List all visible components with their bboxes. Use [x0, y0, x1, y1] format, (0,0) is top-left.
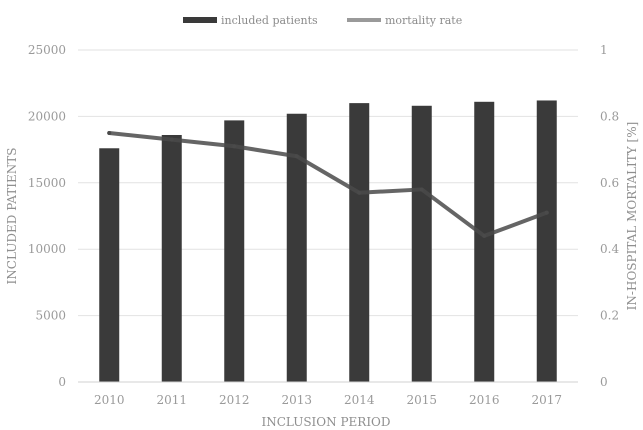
y-tick-label: 5000 — [35, 309, 66, 323]
bar-2013 — [286, 113, 307, 382]
y2-axis-title: IN-HOSPITAL MORTALITY [%] — [625, 122, 639, 311]
mortality-point-2017 — [544, 210, 549, 215]
axes: 0 5000 10000 15000 20000 25000 0 0.2 0.4 0.6 0.8 1 2… — [28, 43, 620, 407]
x-tick-label: 2014 — [344, 393, 375, 407]
y-tick-label: 0 — [58, 375, 66, 389]
y-axis-title: INCLUDED PATIENTS — [5, 148, 19, 285]
y-tick-label: 15000 — [28, 176, 66, 190]
y-tick-label: 10000 — [28, 242, 66, 256]
bar-2011 — [161, 134, 182, 382]
y-tick-label: 25000 — [28, 43, 66, 57]
mortality-point-2012 — [232, 144, 237, 149]
mortality-line — [107, 131, 549, 238]
x-tick-label: 2013 — [281, 393, 312, 407]
x-tick-label: 2010 — [94, 393, 125, 407]
bar-series — [99, 100, 557, 383]
mortality-point-2016 — [482, 233, 487, 238]
gridlines — [78, 49, 578, 317]
y2-tick-label: 0.2 — [600, 309, 619, 323]
x-axis-title: INCLUSION PERIOD — [261, 415, 390, 429]
line-series — [107, 131, 549, 238]
bar-2016 — [474, 101, 495, 383]
mortality-point-2010 — [107, 131, 112, 135]
y-tick-label: 20000 — [28, 109, 66, 123]
x-tick-label: 2016 — [469, 393, 500, 407]
legend: included patients mortality rate — [183, 14, 462, 27]
bar-2017 — [536, 100, 557, 383]
x-tick-label: 2012 — [219, 393, 250, 407]
y2-tick-label: 1 — [600, 43, 608, 57]
x-tick-label: 2017 — [531, 393, 562, 407]
y2-tick-label: 0.6 — [600, 176, 619, 190]
y2-tick-label: 0 — [600, 375, 608, 389]
mortality-point-2014 — [357, 190, 362, 195]
legend-label-mortality-rate: mortality rate — [385, 14, 462, 27]
bar-2012 — [224, 120, 245, 382]
bar-2010 — [99, 148, 120, 382]
legend-bar-swatch — [183, 17, 217, 23]
bar-2015 — [411, 105, 432, 382]
x-tick-label: 2011 — [156, 393, 187, 407]
mortality-point-2011 — [169, 137, 174, 142]
y2-tick-label: 0.8 — [600, 109, 619, 123]
bar-2014 — [349, 103, 370, 383]
legend-label-included-patients: included patients — [221, 14, 318, 27]
mortality-point-2013 — [294, 154, 299, 159]
x-tick-label: 2015 — [406, 393, 437, 407]
mortality-point-2015 — [419, 187, 424, 192]
y2-tick-label: 0.4 — [600, 242, 619, 256]
